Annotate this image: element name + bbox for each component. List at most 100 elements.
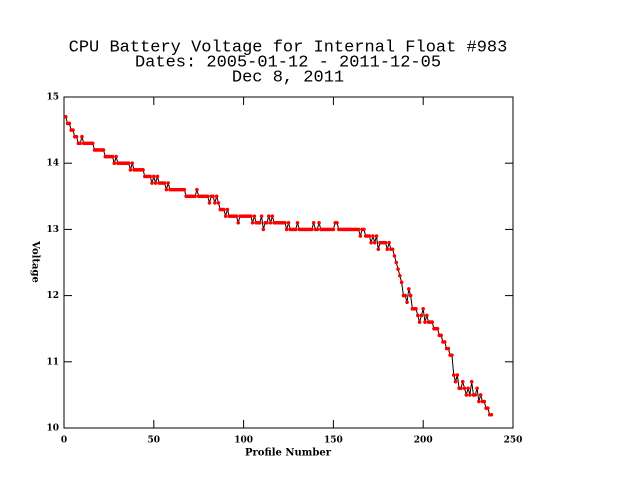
y-tick-label: 10 xyxy=(46,424,59,434)
data-point xyxy=(468,393,472,397)
data-point xyxy=(63,115,68,119)
plot-frame xyxy=(63,96,514,429)
data-point xyxy=(234,214,239,218)
data-point xyxy=(150,181,154,185)
data-point xyxy=(195,187,199,192)
data-point xyxy=(442,340,447,344)
data-point xyxy=(268,220,273,225)
y-tick-label: 15 xyxy=(46,93,59,103)
data-point xyxy=(153,181,158,185)
data-point xyxy=(78,141,82,146)
data-point xyxy=(148,174,153,179)
data-point xyxy=(407,287,411,291)
data-point xyxy=(193,194,197,199)
data-point xyxy=(130,161,135,165)
data-point xyxy=(450,353,454,357)
data-point xyxy=(166,181,170,185)
data-point xyxy=(385,247,390,252)
data-point xyxy=(469,379,474,384)
x-tick-label: 150 xyxy=(324,436,343,446)
data-point xyxy=(286,220,291,225)
data-point xyxy=(421,307,426,311)
data-point xyxy=(439,333,443,338)
data-point xyxy=(128,168,133,172)
voltage-line xyxy=(65,116,492,416)
data-point xyxy=(265,220,269,225)
data-point xyxy=(259,214,264,218)
data-point xyxy=(414,307,418,311)
data-point xyxy=(396,267,400,271)
data-point xyxy=(222,207,226,212)
x-tick-label: 0 xyxy=(61,436,67,446)
x-tick-label: 200 xyxy=(414,436,433,446)
data-point xyxy=(261,227,266,232)
data-point xyxy=(489,412,494,417)
data-point xyxy=(67,121,72,126)
data-point xyxy=(213,201,217,205)
data-point xyxy=(236,220,241,225)
data-point xyxy=(419,313,424,318)
data-point xyxy=(223,214,228,218)
data-point xyxy=(403,293,408,298)
x-axis-label: Profile Number xyxy=(245,448,332,459)
data-point xyxy=(482,399,487,404)
data-point xyxy=(270,214,275,218)
data-point xyxy=(369,240,373,245)
data-point xyxy=(392,254,397,258)
data-point xyxy=(475,386,479,391)
x-tick-label: 250 xyxy=(504,436,523,446)
data-point xyxy=(387,240,391,245)
data-point xyxy=(374,234,379,238)
data-point xyxy=(110,154,115,159)
data-point xyxy=(207,201,212,205)
data-point xyxy=(248,214,253,218)
data-point xyxy=(446,346,451,351)
data-point xyxy=(435,326,440,331)
data-point xyxy=(371,234,375,238)
data-point xyxy=(90,141,95,146)
data-point xyxy=(293,227,298,232)
x-tick-label: 100 xyxy=(234,436,253,446)
data-point xyxy=(182,187,187,192)
data-point xyxy=(367,234,372,238)
data-point xyxy=(459,386,463,391)
data-point xyxy=(455,373,460,377)
data-point xyxy=(416,313,420,318)
y-tick-label: 13 xyxy=(46,225,59,235)
data-point xyxy=(417,320,422,324)
data-point xyxy=(152,174,156,179)
data-point xyxy=(284,227,289,232)
data-point xyxy=(372,240,377,245)
data-point xyxy=(80,134,84,139)
data-point xyxy=(250,220,255,225)
data-point xyxy=(295,220,300,225)
data-point xyxy=(214,194,219,199)
y-tick-label: 14 xyxy=(46,159,59,169)
data-point xyxy=(317,220,321,225)
data-point xyxy=(376,247,381,252)
chart-title: CPU Battery Voltage for Internal Float #… xyxy=(69,38,508,57)
data-point xyxy=(478,393,483,397)
data-point xyxy=(266,214,271,218)
data-point xyxy=(460,379,465,384)
data-point xyxy=(358,234,363,238)
chart-subtitle: Dec 8, 2011 xyxy=(232,68,344,87)
data-point xyxy=(466,386,470,391)
data-point xyxy=(390,247,395,252)
y-tick-label: 12 xyxy=(46,291,59,301)
data-point xyxy=(362,227,366,232)
data-point xyxy=(311,220,316,225)
data-point xyxy=(257,220,262,225)
data-point xyxy=(74,134,79,139)
data-point xyxy=(155,174,160,179)
data-point xyxy=(335,220,339,225)
data-point xyxy=(162,181,167,185)
chart-subtitle: Dates: 2005-01-12 - 2011-12-05 xyxy=(135,53,441,72)
data-point xyxy=(101,148,106,152)
data-point xyxy=(383,240,388,245)
data-point xyxy=(331,227,336,232)
data-point xyxy=(486,406,490,410)
data-point xyxy=(114,154,118,159)
